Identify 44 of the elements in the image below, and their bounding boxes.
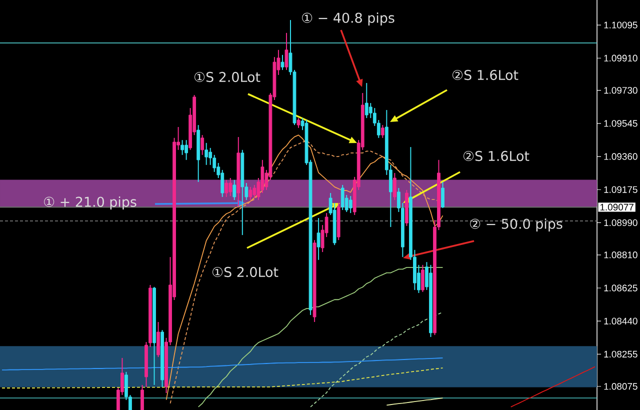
candlestick <box>316 218 320 260</box>
candlestick <box>232 179 236 200</box>
candlestick <box>208 147 212 166</box>
y-tick-label: 1.09175 <box>604 186 638 193</box>
annotation: ① − 40.8 pips <box>302 12 394 26</box>
candlestick <box>340 184 344 211</box>
candlestick <box>364 82 368 119</box>
y-tick-label: 1.09730 <box>604 86 638 94</box>
y-tick-label: 1.08990 <box>604 219 638 226</box>
y-tick-label: 1.08810 <box>604 252 638 258</box>
y-tick-label: 1.08625 <box>604 284 638 292</box>
candlestick <box>380 124 384 138</box>
annotation: ②S 1.6Lot <box>452 70 518 80</box>
annotation: ①S 2.0Lot <box>194 72 260 82</box>
candlestick <box>441 181 444 209</box>
annotation: ②S 1.6Lot <box>463 150 530 162</box>
y-tick-label: 1.08075 <box>604 383 638 390</box>
candlestick <box>228 177 232 197</box>
candlestick <box>224 179 228 198</box>
annotation: ② − 50.0 pips <box>470 218 562 232</box>
candlestick <box>204 142 208 166</box>
candlestick <box>180 140 184 156</box>
y-tick-label: 1.08440 <box>604 318 638 324</box>
candlestick <box>184 140 188 160</box>
line-series <box>386 398 444 406</box>
y-tick-label: 1.09545 <box>604 120 638 127</box>
ref-line-label: 1.09077 <box>600 204 634 210</box>
y-tick-label: 1.10095 <box>604 22 638 28</box>
candlestick <box>248 186 252 200</box>
y-tick-label: 1.09360 <box>604 153 638 160</box>
candlestick <box>421 264 424 292</box>
candlestick <box>200 134 204 156</box>
candlestick <box>280 54 284 70</box>
y-tick-label: 1.08255 <box>604 350 638 358</box>
annotation: ①S 2.0Lot <box>212 266 278 278</box>
candlestick <box>252 184 256 199</box>
candlestick <box>296 118 300 128</box>
y-tick-label: 1.09910 <box>604 54 638 62</box>
candlestick <box>156 321 160 358</box>
annotation: ① + 21.0 pips <box>44 196 136 210</box>
candlestick <box>348 196 352 214</box>
candlestick <box>392 172 396 200</box>
candlestick <box>284 32 288 70</box>
candlestick <box>140 384 144 410</box>
